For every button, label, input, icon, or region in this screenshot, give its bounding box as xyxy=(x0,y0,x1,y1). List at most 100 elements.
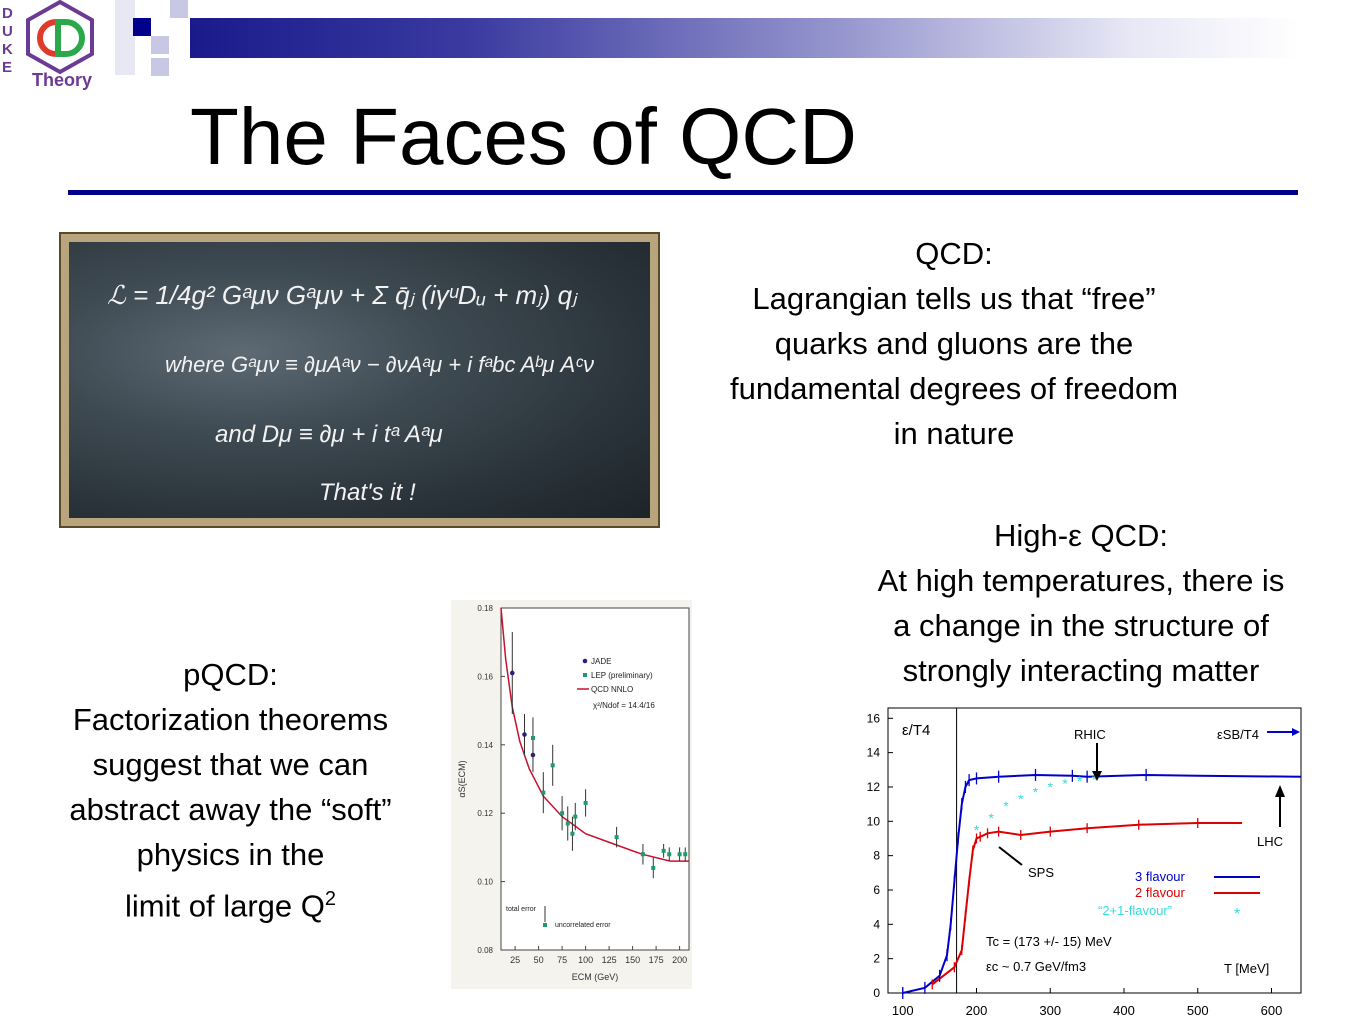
y-tick-label: 0.12 xyxy=(477,809,493,818)
data-point-lep xyxy=(560,811,565,816)
high-e-line: strongly interacting matter xyxy=(902,653,1260,688)
y-tick-label: 0.18 xyxy=(477,604,493,613)
y-tick-label: 0.10 xyxy=(477,878,493,887)
legend-label-3-flavour: 3 flavour xyxy=(1135,869,1186,884)
high-e-heading: High-ε QCD: xyxy=(993,518,1168,553)
y-tick-label: 14 xyxy=(867,746,881,760)
energy-density-chart: 0 2 4 6 8 10 12 14 16 100 200 300 400 500 600 ε/T4 T [Me… xyxy=(852,705,1302,1024)
pqcd-description: pQCD: Factorization theorems suggest tha… xyxy=(28,652,433,928)
y-tick-label: 0.08 xyxy=(477,946,493,955)
y-tick-label: 8 xyxy=(873,849,880,863)
blackboard-line-covariant: and Dμ ≡ ∂μ + i tᵃ Aᵃμ xyxy=(215,421,443,448)
header-gradient-bar xyxy=(190,18,1300,58)
decor-square xyxy=(115,0,135,75)
data-point-lep xyxy=(640,852,645,857)
y-tick-label: 16 xyxy=(867,711,881,725)
ec-annotation: εc ~ 0.7 GeV/fm3 xyxy=(986,959,1086,974)
high-e-line: At high temperatures, there is xyxy=(877,563,1285,598)
energy-density-chart-svg: 0 2 4 6 8 10 12 14 16 100 200 300 400 500 600 ε/T4 T [Me… xyxy=(867,707,1302,1018)
qcd-line: fundamental degrees of freedom xyxy=(729,371,1179,406)
x-tick-label: 125 xyxy=(602,955,617,965)
x-tick-label: 200 xyxy=(966,1003,988,1018)
x-tick-label: 400 xyxy=(1113,1003,1135,1018)
logo-letter-u: U xyxy=(2,23,13,40)
plot-frame xyxy=(887,707,1302,994)
data-point-lep xyxy=(570,831,575,836)
plot-frame xyxy=(500,607,690,951)
x-tick-label: 200 xyxy=(672,955,687,965)
decor-square xyxy=(151,58,169,76)
blackboard-image: ℒ = 1/4g² Gᵃμν Gᵃμν + Σ q̄ⱼ (iγᵘDᵤ + mⱼ)… xyxy=(59,232,660,528)
data-point-lep xyxy=(565,821,570,826)
legend-label-2plus1-flavour: “2+1-flavour” xyxy=(1098,903,1172,918)
blackboard-line-thats-it: That's it ! xyxy=(319,479,416,506)
legend-marker-lep xyxy=(583,673,587,677)
eps-sb-arrowhead xyxy=(1292,728,1300,736)
data-point-2plus1: * xyxy=(1092,771,1098,787)
qcd-heading: QCD: xyxy=(915,236,993,271)
decor-square xyxy=(133,18,151,36)
legend-marker-jade xyxy=(582,658,588,664)
y-tick-label: 0.16 xyxy=(477,672,493,681)
data-point-lep xyxy=(530,735,535,740)
legend-label-2-flavour: 2 flavour xyxy=(1135,885,1186,900)
data-point-lep xyxy=(661,848,666,853)
x-tick-label: 100 xyxy=(892,1003,914,1018)
data-point-lep xyxy=(583,800,588,805)
data-point-lep xyxy=(677,852,682,857)
title-underline xyxy=(68,190,1298,195)
alpha-s-chart: 0.08 0.10 0.12 0.14 0.16 0.18 25 50 75 100 125 150 1… xyxy=(451,600,692,989)
y-tick-label: 12 xyxy=(867,780,881,794)
data-point-2plus1: * xyxy=(1077,773,1083,789)
lhc-arrowhead xyxy=(1275,785,1285,797)
blackboard-line-field-strength: where Gᵃμν ≡ ∂μAᵃν − ∂νAᵃμ + i fᵃbc Aᵇμ … xyxy=(165,352,594,377)
slide-title: The Faces of QCD xyxy=(190,92,857,181)
qcd-line: quarks and gluons are the xyxy=(774,326,1134,361)
pqcd-heading: pQCD: xyxy=(183,657,278,692)
legend-marker-2plus1: * xyxy=(1234,906,1240,923)
legend-label-fit: QCD NNLO xyxy=(591,685,633,694)
annotation-marker xyxy=(543,923,547,927)
data-point-lep xyxy=(541,790,546,795)
alpha-s-chart-svg: 0.08 0.10 0.12 0.14 0.16 0.18 25 50 75 100 125 150 1… xyxy=(457,604,690,982)
pqcd-line: abstract away the “soft” xyxy=(69,792,392,827)
legend-label-jade: JADE xyxy=(591,657,611,666)
y-tick-label: 6 xyxy=(873,883,880,897)
pqcd-line: Factorization theorems xyxy=(72,702,389,737)
data-point-2plus1: * xyxy=(1003,798,1009,814)
fit-curve xyxy=(500,607,689,862)
logo-text: Theory xyxy=(32,70,92,90)
logo-letter-e: E xyxy=(2,59,12,76)
data-point-2plus1: * xyxy=(1018,791,1024,807)
annotation-sps: SPS xyxy=(1028,865,1054,880)
y-tick-label: 4 xyxy=(873,917,880,931)
data-point-2plus1: * xyxy=(989,810,995,826)
decor-square xyxy=(170,0,188,18)
y-tick-label: 10 xyxy=(867,814,881,828)
pqcd-last-line: limit of large Q2 xyxy=(28,877,433,928)
x-tick-label: 25 xyxy=(510,955,520,965)
data-point-lep xyxy=(651,865,656,870)
y-tick-label: 2 xyxy=(873,952,880,966)
y-axis-label: αS(ECM) xyxy=(457,760,467,797)
y-tick-label: 0 xyxy=(873,986,880,1000)
annotation-rhic: RHIC xyxy=(1074,727,1106,742)
high-e-line: a change in the structure of xyxy=(893,608,1269,643)
data-point-2plus1: * xyxy=(1033,784,1039,800)
x-tick-label: 100 xyxy=(578,955,593,965)
pqcd-line: physics in the xyxy=(136,837,325,872)
data-point-lep xyxy=(683,852,688,857)
blackboard-line-lagrangian: ℒ = 1/4g² Gᵃμν Gᵃμν + Σ q̄ⱼ (iγᵘDᵤ + mⱼ)… xyxy=(107,280,578,310)
curve-2-flavour xyxy=(931,822,1242,986)
high-e-qcd-description: High-ε QCD: At high temperatures, there … xyxy=(826,513,1336,693)
pqcd-last-line-text: limit of large Q xyxy=(125,888,325,924)
qcd-description: QCD: Lagrangian tells us that “free” qua… xyxy=(676,231,1232,456)
data-point-lep xyxy=(667,852,672,857)
rhic-arrowhead xyxy=(1092,771,1102,781)
x-tick-label: 75 xyxy=(557,955,567,965)
data-point-lep xyxy=(550,763,555,768)
logo-letter-k: K xyxy=(2,41,13,58)
pqcd-line: suggest that we can xyxy=(92,747,369,782)
x-tick-label: 300 xyxy=(1039,1003,1061,1018)
x-tick-label: 600 xyxy=(1261,1003,1283,1018)
